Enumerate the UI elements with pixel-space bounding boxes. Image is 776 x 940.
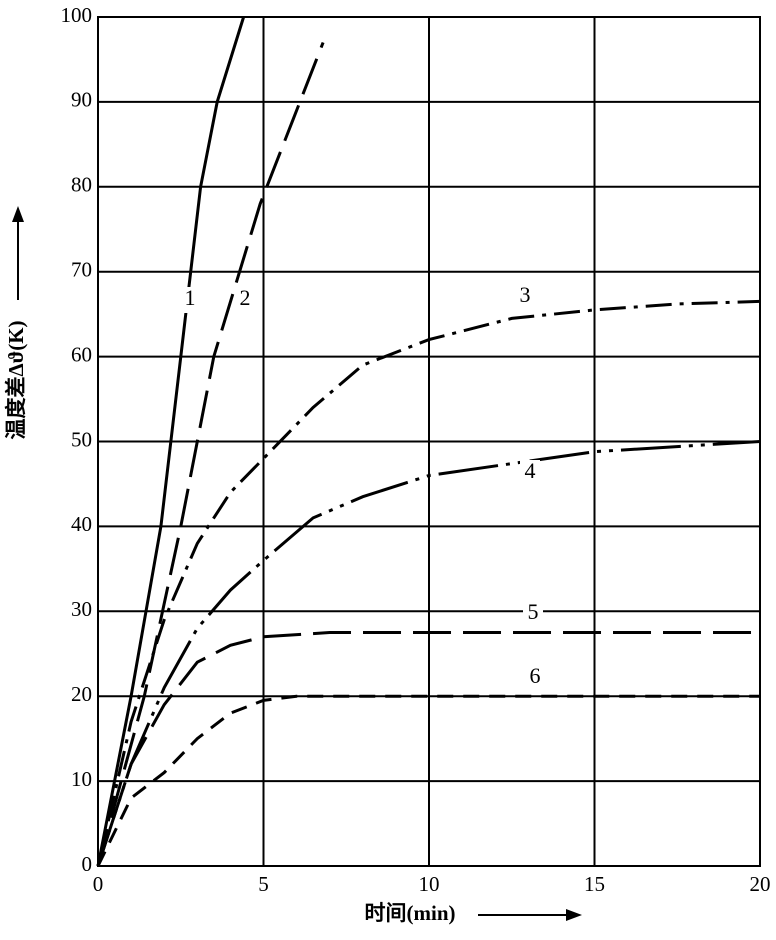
y-tick-label: 90 — [71, 88, 92, 112]
curve-label: 3 — [520, 282, 531, 307]
x-axis-title: 时间(min) — [365, 901, 456, 925]
y-tick-label: 20 — [71, 682, 92, 706]
curve — [96, 16, 246, 867]
label-bg — [523, 601, 543, 627]
curve — [96, 41, 325, 867]
label-bg — [180, 287, 200, 313]
y-tick-label: 80 — [71, 173, 92, 197]
y-tick-label: 60 — [71, 342, 92, 366]
y-tick-label: 50 — [71, 427, 92, 451]
label-bg — [525, 665, 545, 691]
curve — [96, 631, 760, 867]
x-tick-label: 15 — [584, 872, 605, 896]
curve — [96, 440, 761, 867]
label-bg — [520, 460, 540, 486]
x-tick-label: 20 — [750, 872, 771, 896]
axis-arrows — [12, 206, 582, 921]
y-tick-label: 70 — [71, 258, 92, 282]
x-tick-label: 5 — [258, 872, 269, 896]
label-bg — [235, 287, 255, 313]
y-tick-label: 0 — [82, 852, 93, 876]
curve-label: 4 — [525, 458, 536, 483]
curve-label: 5 — [528, 599, 539, 624]
y-tick-label: 30 — [71, 597, 92, 621]
curve-label: 2 — [240, 285, 251, 310]
label-bg — [515, 284, 535, 310]
x-tick-label: 10 — [419, 872, 440, 896]
x-tick-label: 0 — [93, 872, 104, 896]
curve — [96, 299, 761, 867]
y-tick-label: 10 — [71, 767, 92, 791]
curve — [96, 694, 760, 867]
y-axis-title: 温度差Δϑ(K) — [4, 320, 28, 439]
y-tick-label: 100 — [61, 3, 93, 27]
curve-label: 6 — [530, 663, 541, 688]
curve-label: 1 — [185, 285, 196, 310]
y-tick-label: 40 — [71, 512, 92, 536]
